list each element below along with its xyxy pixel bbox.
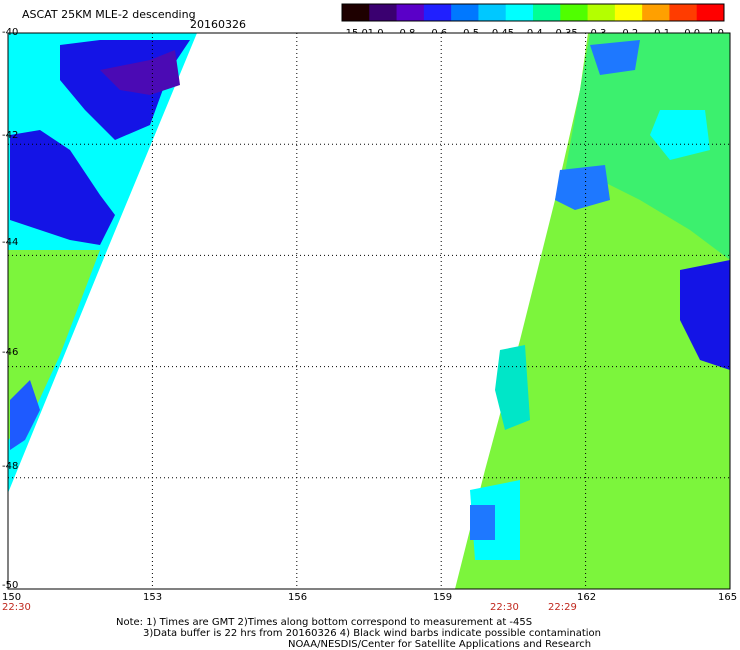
- colorbar-segment: [369, 4, 398, 21]
- colorbar-segment: [423, 4, 452, 21]
- colorbar-segment: [560, 4, 589, 21]
- swath-right-blue-bottom: [470, 505, 495, 540]
- swath-left-blue-bottom: [10, 380, 40, 450]
- swath-right-blue-east: [680, 260, 730, 370]
- colorbar-segment: [642, 4, 670, 21]
- colorbar-segment: [533, 4, 561, 21]
- colorbar-segment: [614, 4, 643, 21]
- swath-right-teal-west: [495, 345, 530, 430]
- time-left: 22:30: [2, 602, 31, 613]
- swath-left-purple: [100, 50, 180, 95]
- lon-label-165: 165: [718, 592, 738, 603]
- lat-label-48: -48: [2, 461, 19, 472]
- map-frame: [7, 32, 731, 590]
- colorbar-segment: [696, 4, 725, 21]
- time-right: 22:29: [548, 602, 577, 613]
- colorbar-frame: [341, 3, 725, 22]
- map-plot: [7, 32, 731, 590]
- time-mid: 22:30: [490, 602, 519, 613]
- colorbar-segment: [396, 4, 425, 21]
- colorbar-segment: [505, 4, 534, 21]
- lat-label-46: -46: [2, 347, 19, 358]
- lon-label-159: 159: [433, 592, 453, 603]
- note-line-1: Note: 1) Times are GMT 2)Times along bot…: [116, 617, 533, 628]
- lon-label-156: 156: [288, 592, 308, 603]
- colorbar-segment: [669, 4, 698, 21]
- lat-label-44: -44: [2, 237, 19, 248]
- chart-date: 20160326: [190, 18, 246, 31]
- lon-label-162: 162: [577, 592, 597, 603]
- lat-label-42: -42: [2, 130, 19, 141]
- swath-right: [455, 33, 730, 589]
- lat-label-40: -40: [2, 27, 19, 38]
- swath-right-cyan-a: [650, 110, 710, 160]
- lon-label-150: 150: [2, 592, 22, 603]
- swath-right-blue-top: [590, 40, 640, 75]
- colorbar-segment: [342, 4, 370, 21]
- colorbar-segment: [451, 4, 479, 21]
- chart-title: ASCAT 25KM MLE-2 descending: [22, 8, 196, 21]
- lat-label-50: -50: [2, 580, 19, 591]
- note-line-2: 3)Data buffer is 22 hrs from 20160326 4)…: [143, 628, 601, 639]
- lon-label-153: 153: [143, 592, 163, 603]
- swath-left-blue-lower: [10, 130, 115, 245]
- colorbar-segment: [478, 4, 507, 21]
- swath-right-teal: [560, 33, 730, 260]
- swath-right-blue-mid: [555, 165, 610, 210]
- colorbar-segment: [587, 4, 616, 21]
- swath-left: [8, 33, 197, 493]
- note-line-3: NOAA/NESDIS/Center for Satellite Applica…: [288, 639, 592, 650]
